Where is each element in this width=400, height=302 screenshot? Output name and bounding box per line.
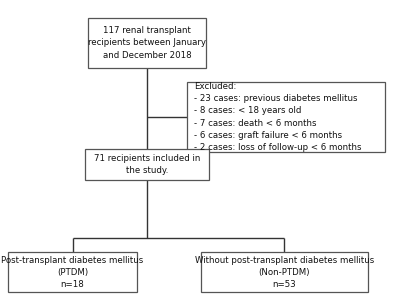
- FancyBboxPatch shape: [201, 252, 368, 292]
- Text: Post-transplant diabetes mellitus
(PTDM)
n=18: Post-transplant diabetes mellitus (PTDM)…: [2, 256, 144, 289]
- Text: Excluded:
- 23 cases: previous diabetes mellitus
- 8 cases: < 18 years old
- 7 c: Excluded: - 23 cases: previous diabetes …: [194, 82, 362, 152]
- Text: Without post-transplant diabetes mellitus
(Non-PTDM)
n=53: Without post-transplant diabetes mellitu…: [195, 256, 374, 289]
- Text: 117 renal transplant
recipients between January
and December 2018: 117 renal transplant recipients between …: [88, 26, 206, 59]
- Text: 71 recipients included in
the study.: 71 recipients included in the study.: [94, 154, 200, 175]
- FancyBboxPatch shape: [187, 82, 385, 152]
- FancyBboxPatch shape: [8, 252, 137, 292]
- FancyBboxPatch shape: [88, 18, 206, 68]
- FancyBboxPatch shape: [85, 149, 209, 180]
